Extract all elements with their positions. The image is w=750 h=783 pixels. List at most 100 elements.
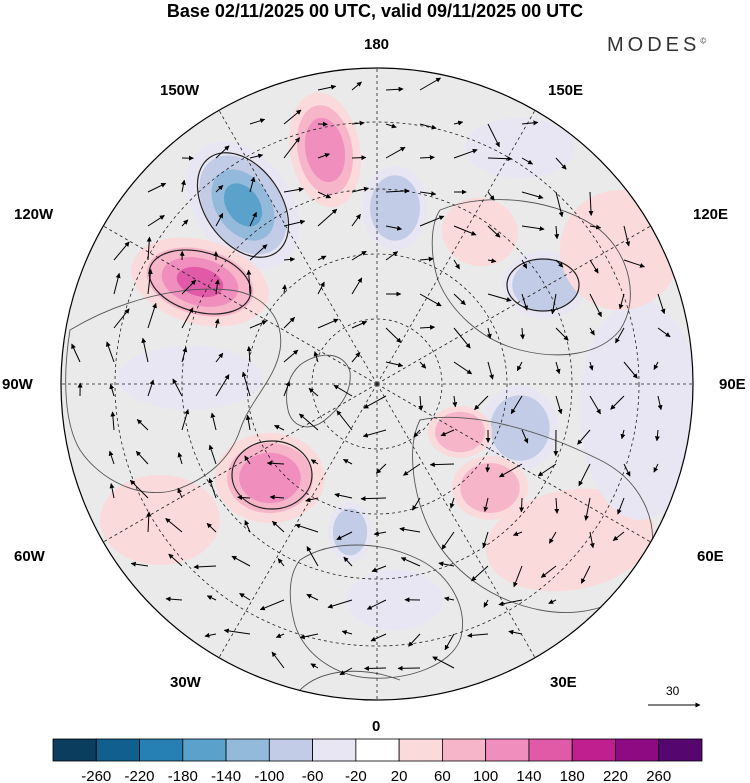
wind-vector (498, 599, 523, 607)
wind-vector (336, 531, 353, 540)
wind-vector (141, 337, 149, 363)
wind-vector (271, 651, 285, 669)
meridian-line-30 (376, 110, 536, 385)
meridian-line-60 (376, 225, 651, 385)
anomaly-blob-4-level-3 (304, 117, 346, 183)
brand-logo: MODES© (607, 34, 706, 57)
wind-vector (408, 633, 421, 647)
wind-vector (208, 477, 217, 499)
wind-vector (482, 531, 489, 548)
wind-vector (521, 191, 544, 200)
wind-vector (610, 395, 625, 410)
chart-title: Base 02/11/2025 00 UTC, valid 09/11/2025… (166, 1, 584, 21)
wind-vector (113, 241, 130, 261)
wind-vector (366, 599, 387, 610)
wind-vector (486, 327, 492, 339)
colorbar-box-0 (52, 738, 97, 762)
wind-vector (351, 250, 367, 261)
contour-pos-atlantic (231, 440, 313, 510)
wind-vector (385, 327, 402, 343)
wind-vector (172, 378, 183, 397)
wind-vector (653, 463, 659, 473)
meridian-lines (61, 68, 693, 700)
anomaly-blob-13-level-1 (485, 488, 655, 592)
anomaly-blob-9-level-2 (435, 411, 485, 453)
wind-vector (259, 599, 285, 611)
wind-vector (110, 411, 116, 431)
wind-vector (584, 497, 591, 521)
wind-vector (419, 123, 437, 130)
wind-vector (618, 293, 625, 310)
colorbar-tick-label: 100 (473, 768, 498, 783)
wind-vector (246, 346, 252, 363)
colorbar-tick-label: 20 (391, 768, 408, 783)
wind-vector (371, 565, 387, 573)
wind-vector (453, 120, 464, 126)
wind-vector (444, 596, 455, 602)
wind-vector (237, 494, 251, 500)
wind-vector (277, 558, 285, 567)
wind-vector (444, 633, 455, 651)
wind-vector (429, 462, 455, 468)
wind-vector (385, 86, 404, 92)
wind-vector (214, 279, 220, 295)
wind-vector (589, 531, 595, 549)
wind-vector (555, 395, 563, 415)
wind-vector (214, 318, 220, 329)
wind-vector (231, 555, 251, 567)
colorbar-box-12 (571, 738, 616, 762)
wind-vector (283, 349, 299, 363)
wind-vector (351, 321, 368, 329)
wind-vector (623, 259, 645, 268)
wind-vector (521, 225, 545, 232)
wind-vector (580, 565, 591, 584)
wind-vector (385, 251, 399, 261)
anomaly-blob-7-level-1 (442, 197, 518, 267)
wind-vector (215, 374, 230, 397)
wind-vector (249, 244, 268, 261)
meridian-line-150 (376, 383, 536, 658)
wind-vector (521, 293, 529, 311)
wind-vector (146, 511, 152, 533)
brand-text: MODES (607, 34, 701, 56)
wind-vector (548, 599, 557, 604)
coastline-europe (289, 544, 464, 679)
wind-vector (177, 487, 183, 499)
colorbar-box-3 (182, 738, 227, 762)
wind-vector (109, 483, 115, 499)
wind-vector (71, 343, 81, 363)
wind-vector (399, 526, 421, 533)
wind-vector (360, 496, 387, 502)
wind-vector (487, 293, 512, 302)
wind-vector (474, 395, 489, 410)
wind-vector (180, 179, 186, 193)
wind-vector (146, 236, 152, 261)
wind-vector (521, 259, 528, 269)
wind-vector (589, 395, 601, 415)
colorbar-box-8 (398, 738, 443, 762)
wind-vector (540, 565, 557, 578)
wind-vector (181, 219, 189, 227)
wind-vector (617, 497, 625, 515)
wind-vector (483, 599, 489, 608)
wind-vector (487, 361, 494, 380)
wind-vector (249, 320, 268, 329)
wind-vector (520, 327, 526, 340)
wind-vector (274, 424, 285, 431)
meridian-line-330 (218, 110, 378, 385)
wind-vector (295, 523, 319, 533)
wind-vector (412, 497, 421, 511)
anomaly-blob-3-level-2 (512, 258, 578, 312)
wind-vector (246, 269, 252, 295)
map-boundary (60, 67, 694, 701)
wind-vector (113, 308, 130, 329)
wind-vector (521, 120, 539, 126)
wind-vector (147, 182, 167, 193)
colorbar-boxes (52, 738, 703, 762)
coastline-north-america (65, 288, 282, 494)
wind-vector (577, 429, 591, 445)
wind-vector (385, 225, 403, 231)
wind-vector (147, 379, 155, 397)
colorbar-box-13 (615, 738, 660, 762)
wind-vector (113, 272, 121, 295)
